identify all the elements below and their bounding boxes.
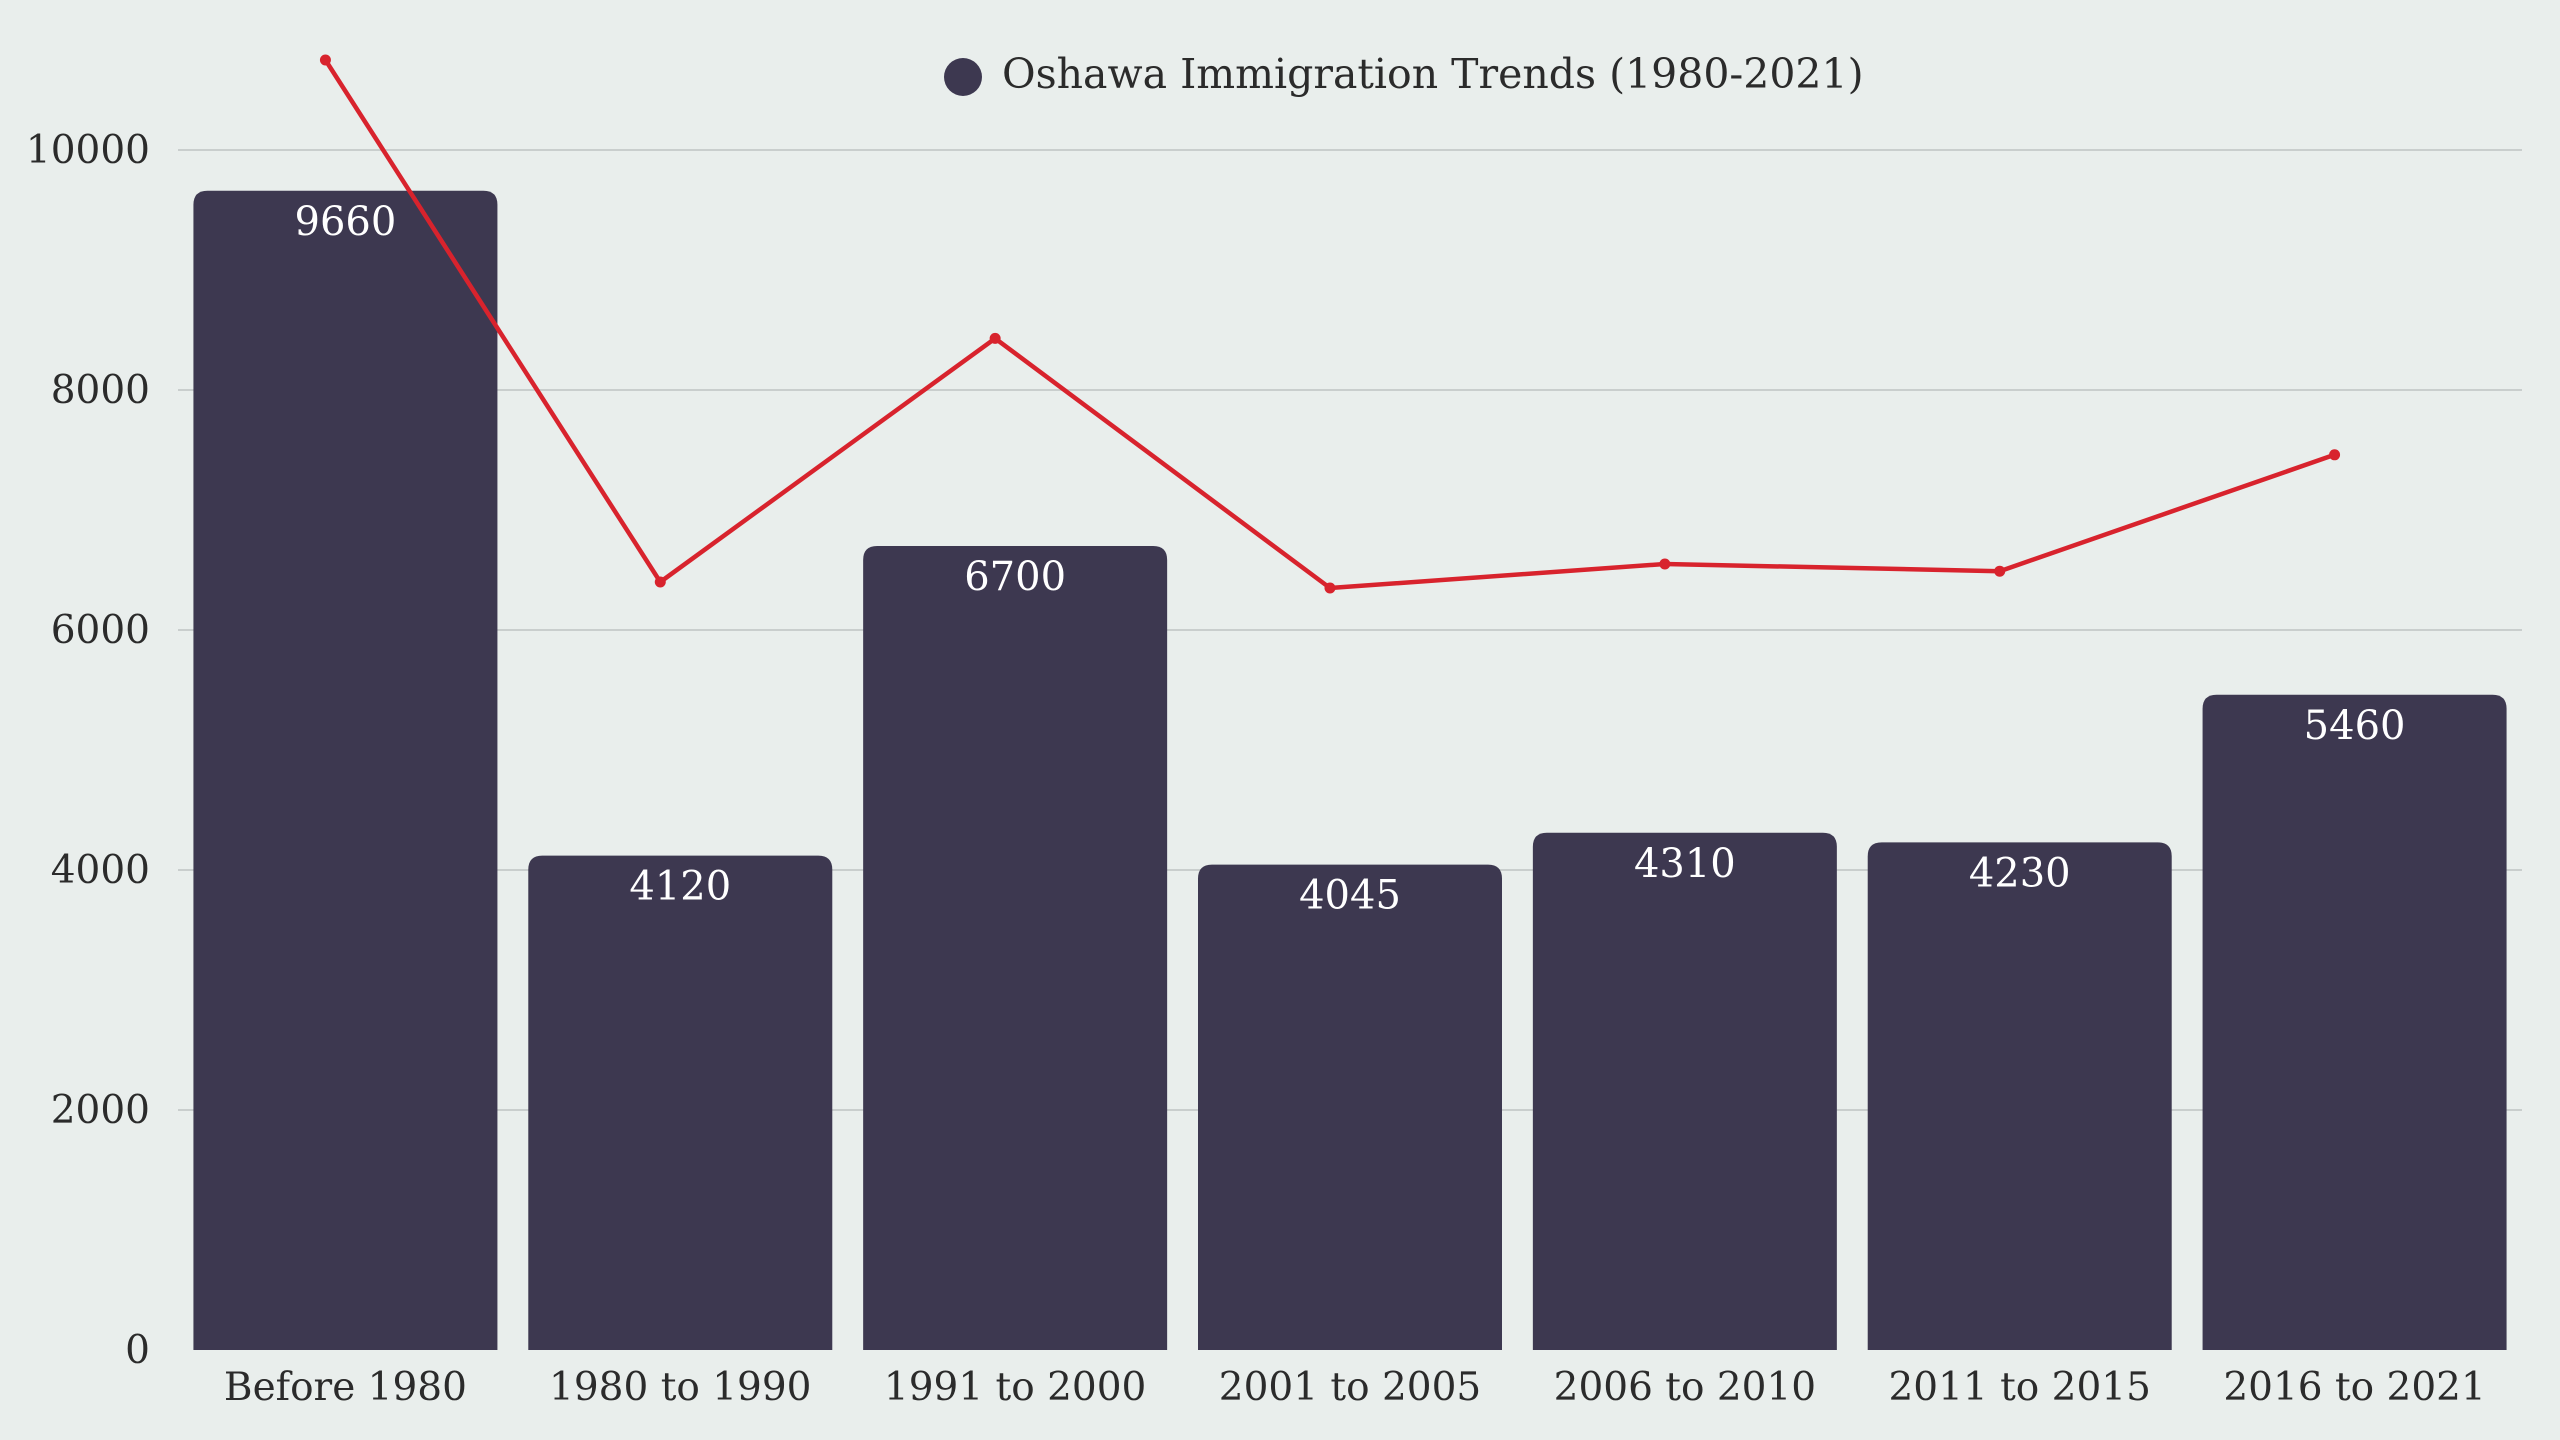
trend-point[interactable] [654, 576, 666, 588]
x-category-label: 2016 to 2021 [2223, 1365, 2485, 1410]
legend[interactable]: Oshawa Immigration Trends (1980-2021) [944, 50, 1864, 98]
bar-value-label: 6700 [964, 554, 1066, 600]
y-axis-ticks: 0 2000 4000 6000 8000 10000 [26, 128, 150, 1373]
bar[interactable] [528, 855, 833, 1350]
bars [193, 190, 2507, 1350]
bar-value-label: 4120 [629, 864, 731, 910]
y-tick-label: 0 [125, 1328, 150, 1373]
bar[interactable] [1532, 832, 1837, 1350]
trend-point[interactable] [2329, 449, 2341, 461]
x-axis-categories: Before 1980 1980 to 1990 1991 to 2000 2001 … [224, 1365, 2486, 1410]
trend-point[interactable] [1659, 558, 1671, 570]
bar-value-labels: 9660 4120 6700 4045 4310 4230 5460 [295, 199, 2406, 919]
y-tick-label: 10000 [26, 128, 150, 173]
bar-value-label: 4230 [1969, 850, 2071, 896]
bar[interactable] [1198, 864, 1502, 1350]
y-tick-label: 2000 [51, 1088, 150, 1133]
y-tick-label: 6000 [51, 608, 150, 653]
trend-point[interactable] [1324, 582, 1336, 594]
y-tick-label: 4000 [51, 848, 150, 893]
bar-value-label: 4045 [1299, 873, 1401, 919]
x-category-label: Before 1980 [224, 1365, 467, 1410]
bar[interactable] [1867, 842, 2172, 1350]
trend-point[interactable] [319, 54, 331, 66]
x-category-label: 1991 to 2000 [884, 1365, 1146, 1410]
trend-line-series [319, 54, 2341, 594]
bar-value-label: 4310 [1634, 841, 1736, 887]
y-tick-label: 8000 [51, 368, 150, 413]
x-category-label: 2011 to 2015 [1888, 1365, 2150, 1410]
bar-value-label: 5460 [2304, 703, 2406, 749]
bar[interactable] [863, 546, 1168, 1350]
bar[interactable] [2202, 694, 2507, 1350]
bar[interactable] [193, 190, 498, 1350]
x-category-label: 1980 to 1990 [549, 1365, 811, 1410]
x-category-label: 2001 to 2005 [1219, 1365, 1481, 1410]
x-category-label: 2006 to 2010 [1554, 1365, 1816, 1410]
legend-marker-icon [944, 58, 982, 96]
trend-point[interactable] [989, 332, 1001, 344]
trend-line [323, 58, 2336, 591]
legend-label: Oshawa Immigration Trends (1980-2021) [1002, 50, 1864, 98]
trend-point[interactable] [1994, 565, 2006, 577]
bar-value-label: 9660 [295, 199, 397, 245]
